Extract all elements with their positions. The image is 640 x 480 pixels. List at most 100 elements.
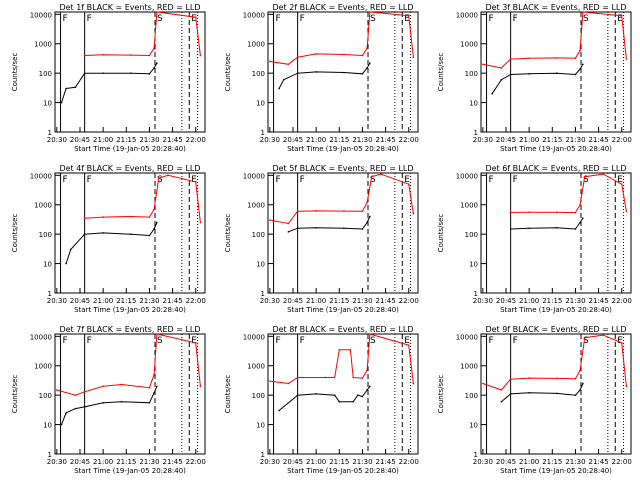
lld-data-point <box>83 391 86 393</box>
lld-data-point <box>269 380 271 382</box>
events-data-point <box>65 87 67 90</box>
x-tick-label: 21:45 <box>588 297 608 305</box>
y-tick-label: 10000 <box>456 172 478 180</box>
events-series-line <box>65 222 158 264</box>
events-data-point <box>491 92 493 95</box>
y-tick-label: 100 <box>465 70 478 78</box>
x-tick-label: 20:45 <box>283 136 303 144</box>
panel-title: Det 5f BLACK = Events, RED = LLD <box>272 164 413 173</box>
lld-data-point <box>199 385 202 388</box>
events-data-point <box>579 221 581 224</box>
marker-label: S <box>370 175 376 185</box>
lld-data-point <box>620 183 623 185</box>
y-tick-label: 1 <box>261 290 265 298</box>
lld-data-point <box>556 57 558 59</box>
x-tick-label: 21:45 <box>162 136 182 144</box>
x-tick-label: 22:00 <box>186 297 206 305</box>
x-tick-label: 21:45 <box>162 458 182 466</box>
lld-data-point <box>366 369 368 372</box>
lld-data-point <box>582 11 584 13</box>
marker-label: F <box>513 336 518 346</box>
events-data-point <box>74 407 77 410</box>
x-tick-label: 21:00 <box>93 297 113 305</box>
x-axis-label: Start Time (19-Jan-05 20:28:40) <box>74 306 186 314</box>
marker-label: E <box>404 175 410 185</box>
x-tick-label: 21:30 <box>352 297 372 305</box>
lld-data-point <box>482 382 484 385</box>
panel-title: Det 7f BLACK = Events, RED = LLD <box>59 325 200 334</box>
marker-label: E <box>404 336 410 346</box>
lld-data-point <box>148 386 151 389</box>
x-tick-label: 22:00 <box>612 458 632 466</box>
marker-label: E <box>191 336 197 346</box>
x-tick-label: 20:45 <box>70 458 90 466</box>
marker-label: F <box>276 175 281 185</box>
lld-data-point <box>199 221 202 224</box>
events-data-point <box>83 233 86 235</box>
events-data-point <box>278 87 280 90</box>
events-data-point <box>352 400 354 403</box>
panel-title: Det 8f BLACK = Events, RED = LLD <box>272 325 413 334</box>
lld-data-point <box>352 376 354 379</box>
events-data-point <box>338 400 341 403</box>
lld-data-point <box>83 217 86 219</box>
lld-data-point <box>583 175 586 178</box>
lld-data-point <box>528 57 530 60</box>
y-tick-label: 10000 <box>243 333 265 341</box>
events-data-point <box>65 412 67 414</box>
x-tick-label: 21:00 <box>306 136 326 144</box>
x-tick-label: 21:30 <box>352 458 372 466</box>
events-data-point <box>582 217 584 219</box>
events-data-point <box>528 227 530 229</box>
marker-label: F <box>63 175 68 185</box>
y-axis-label: Counts/sec <box>224 53 232 92</box>
lld-data-point <box>528 211 530 213</box>
lld-data-point <box>349 348 352 351</box>
events-series-line <box>61 62 158 103</box>
lld-data-point <box>148 54 151 57</box>
events-data-point <box>500 78 503 81</box>
x-tick-label: 20:30 <box>47 136 67 144</box>
panel-title: Det 9f BLACK = Events, RED = LLD <box>485 325 626 334</box>
events-series-line <box>61 386 158 425</box>
lld-data-point <box>343 210 345 212</box>
events-data-point <box>156 62 158 64</box>
marker-label: F <box>87 175 92 185</box>
lld-data-point <box>315 210 317 212</box>
lld-data-point <box>412 382 415 385</box>
x-tick-label: 20:30 <box>47 297 67 305</box>
events-data-point <box>582 63 584 66</box>
y-tick-label: 1 <box>48 129 52 137</box>
events-data-point <box>366 221 368 224</box>
lld-data-point <box>500 67 503 69</box>
y-tick-label: 10 <box>256 422 265 430</box>
lld-series-line <box>269 173 414 225</box>
marker-label: S <box>157 14 163 24</box>
y-tick-label: 1 <box>261 129 265 137</box>
x-tick-label: 21:15 <box>542 136 562 144</box>
events-series-line <box>510 217 584 230</box>
marker-label: S <box>157 336 163 346</box>
y-axis-label: Counts/sec <box>224 375 232 414</box>
plot-frame <box>480 172 632 294</box>
marker-label: S <box>583 175 589 185</box>
events-data-point <box>130 233 132 235</box>
x-tick-label: 21:15 <box>329 136 349 144</box>
events-data-point <box>574 228 577 230</box>
lld-series-line <box>510 173 627 214</box>
lld-data-point <box>407 344 410 346</box>
events-data-point <box>574 394 577 396</box>
x-tick-label: 21:15 <box>116 136 136 144</box>
x-axis-label: Start Time (19-Jan-05 20:28:40) <box>500 306 612 314</box>
marker-label: S <box>157 175 163 185</box>
marker-label: S <box>370 336 376 346</box>
x-tick-label: 20:30 <box>260 136 280 144</box>
lld-data-point <box>556 211 558 213</box>
y-tick-label: 1 <box>474 129 478 137</box>
events-data-point <box>361 395 364 398</box>
lld-data-point <box>153 208 155 211</box>
lld-data-point <box>194 16 197 18</box>
marker-label: F <box>300 14 305 24</box>
events-data-point <box>556 226 558 229</box>
